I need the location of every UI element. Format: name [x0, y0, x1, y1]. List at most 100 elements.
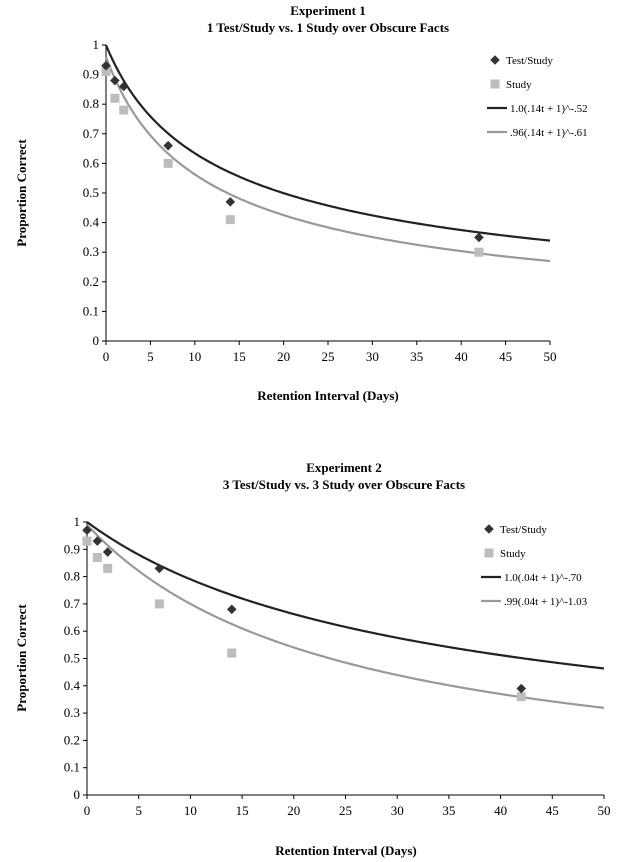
legend-label: Test/Study [506, 55, 553, 67]
x-tick-label: 50 [598, 803, 611, 818]
x-tick-label: 5 [135, 803, 142, 818]
test-study-point [225, 197, 236, 207]
y-tick-label: 0.1 [83, 303, 99, 318]
y-tick-label: 0.3 [83, 244, 99, 259]
legend-label: Study [506, 79, 532, 91]
study-point [516, 692, 526, 702]
y-tick-label: 0.8 [83, 96, 99, 111]
legend-label: .99(.04t + 1)^-1.03 [504, 596, 588, 608]
study-point [163, 158, 173, 168]
chart-2-legend: Test/Study Study 1.0(.04t + 1)^-.70 .99(.04… [481, 524, 588, 608]
y-tick-label: 0.9 [64, 541, 80, 556]
chart-2-x-axis-label: Retention Interval (Days) [275, 843, 417, 858]
legend-label: .96(.14t + 1)^-.61 [510, 127, 588, 139]
x-tick-label: 0 [103, 349, 110, 364]
test-study-point [163, 140, 173, 151]
legend-diamond-marker [490, 55, 500, 65]
test-study-point [102, 547, 113, 557]
y-tick-label: 0.8 [64, 569, 80, 584]
legend-label: 1.0(.04t + 1)^-.70 [504, 572, 582, 584]
chart-1-y-axis-label: Proportion Correct [14, 139, 29, 247]
x-tick-label: 20 [277, 349, 290, 364]
study-point [103, 563, 113, 573]
x-tick-label: 30 [366, 349, 379, 364]
y-tick-label: 0.5 [64, 651, 80, 666]
legend-item: .99(.04t + 1)^-1.03 [481, 596, 588, 608]
y-tick-label: 0.5 [83, 185, 99, 200]
y-tick-label: 0.2 [83, 274, 99, 289]
legend-diamond-marker [484, 524, 494, 534]
chart-1-title: Experiment 1 [290, 3, 365, 18]
x-tick-label: 25 [322, 349, 335, 364]
fit-curve-test-study [86, 521, 605, 670]
y-tick-label: 0.6 [83, 155, 100, 170]
test-study-point [82, 525, 92, 535]
y-tick-label: 0.3 [64, 705, 80, 720]
legend-item: Test/Study [490, 55, 553, 67]
test-study-point [516, 683, 527, 694]
chart-1-x-axis-label: Retention Interval (Days) [257, 388, 399, 403]
test-study-point [101, 60, 111, 71]
y-tick-label: 0.6 [64, 623, 81, 638]
x-tick-label: 45 [499, 349, 512, 364]
study-point [82, 536, 92, 546]
x-tick-label: 50 [544, 349, 557, 364]
test-study-point [110, 75, 120, 86]
study-point [110, 93, 120, 103]
chart-2-title: Experiment 2 [306, 460, 381, 475]
x-tick-label: 40 [494, 803, 507, 818]
x-tick-label: 35 [410, 349, 423, 364]
y-tick-label: 0.4 [83, 215, 100, 230]
legend-item: .96(.14t + 1)^-.61 [487, 127, 588, 139]
y-tick-label: 0 [93, 333, 100, 348]
study-point [92, 552, 102, 562]
fit-curve-study [86, 523, 605, 709]
x-tick-label: 0 [84, 803, 91, 818]
study-point [154, 599, 164, 609]
x-tick-label: 45 [546, 803, 559, 818]
test-study-point [118, 81, 129, 92]
study-point [227, 648, 237, 658]
legend-square-marker [484, 548, 494, 558]
legend-item: 1.0(.14t + 1)^-.52 [487, 103, 588, 115]
fit-curve-test-study [104, 44, 551, 242]
x-tick-label: 5 [147, 349, 154, 364]
chart-1-plot-area: 00.10.20.30.40.50.60.70.80.910 5 10 15 20 25 3… [83, 37, 557, 364]
x-tick-label: 10 [184, 803, 197, 818]
legend-item: 1.0(.04t + 1)^-.70 [481, 572, 582, 584]
legend-label: 1.0(.14t + 1)^-.52 [510, 103, 588, 115]
chart-experiment-2: Experiment 2 3 Test/Study vs. 3 Study ov… [14, 460, 611, 858]
x-tick-label: 35 [442, 803, 455, 818]
x-tick-label: 10 [188, 349, 201, 364]
x-tick-label: 40 [455, 349, 468, 364]
legend-item: Study [484, 548, 526, 560]
y-tick-label: 1 [93, 37, 100, 52]
chart-1-legend: Test/Study Study 1.0(.14t + 1)^-.52 .96(.14… [487, 55, 588, 139]
study-point [101, 67, 111, 77]
study-point [474, 247, 484, 257]
chart-experiment-1: Experiment 1 1 Test/Study vs. 1 Study ov… [14, 3, 588, 403]
x-tick-label: 15 [233, 349, 246, 364]
x-tick-label: 25 [339, 803, 352, 818]
study-point [119, 105, 129, 115]
study-point [225, 215, 235, 225]
legend-label: Study [500, 548, 526, 560]
y-tick-label: 0.7 [64, 596, 81, 611]
legend-label: Test/Study [500, 524, 547, 536]
legend-item: Test/Study [484, 524, 547, 536]
chart-2-plot-area: 00.10.20.30.40.50.60.70.80.910 5 10 15 20 25 3… [64, 514, 611, 818]
test-study-point [92, 536, 103, 546]
chart-2-subtitle: 3 Test/Study vs. 3 Study over Obscure Fa… [223, 477, 465, 492]
y-tick-label: 0 [74, 787, 81, 802]
legend-item: Study [490, 79, 532, 91]
x-tick-label: 20 [287, 803, 300, 818]
y-tick-label: 0.2 [64, 732, 80, 747]
x-tick-label: 15 [236, 803, 249, 818]
y-tick-label: 0.1 [64, 760, 80, 775]
test-study-point [226, 604, 237, 615]
chart-1-subtitle: 1 Test/Study vs. 1 Study over Obscure Fa… [207, 20, 449, 35]
chart-2-y-axis-label: Proportion Correct [14, 604, 29, 712]
y-tick-label: 0.4 [64, 678, 81, 693]
test-study-point [474, 232, 484, 243]
